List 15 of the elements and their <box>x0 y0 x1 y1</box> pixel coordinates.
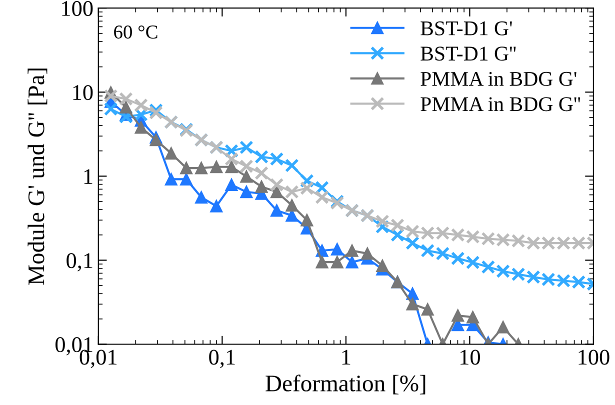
legend-label: BST-D1 G'' <box>420 46 516 61</box>
legend-label: PMMA in BDG G' <box>420 72 576 86</box>
x-tick-label: 10 <box>460 350 480 365</box>
legend-label: PMMA in BDG G'' <box>420 97 580 112</box>
x-tick-label: 0,1 <box>209 350 235 368</box>
x-axis-title: Deformation [%] <box>266 374 426 394</box>
x-tick-label: 100 <box>578 350 610 365</box>
x-tick-label: 1 <box>342 350 350 365</box>
y-axis-title: Module G' und G'' [Pa] <box>28 68 48 285</box>
legend-label: BST-D1 G' <box>420 21 512 36</box>
annotation: 60 °C <box>114 25 158 39</box>
y-tick-label: 1 <box>84 169 92 184</box>
y-tick-label: 0,1 <box>66 253 92 272</box>
y-tick-label: 10 <box>73 85 93 100</box>
y-tick-label: 100 <box>62 1 93 16</box>
